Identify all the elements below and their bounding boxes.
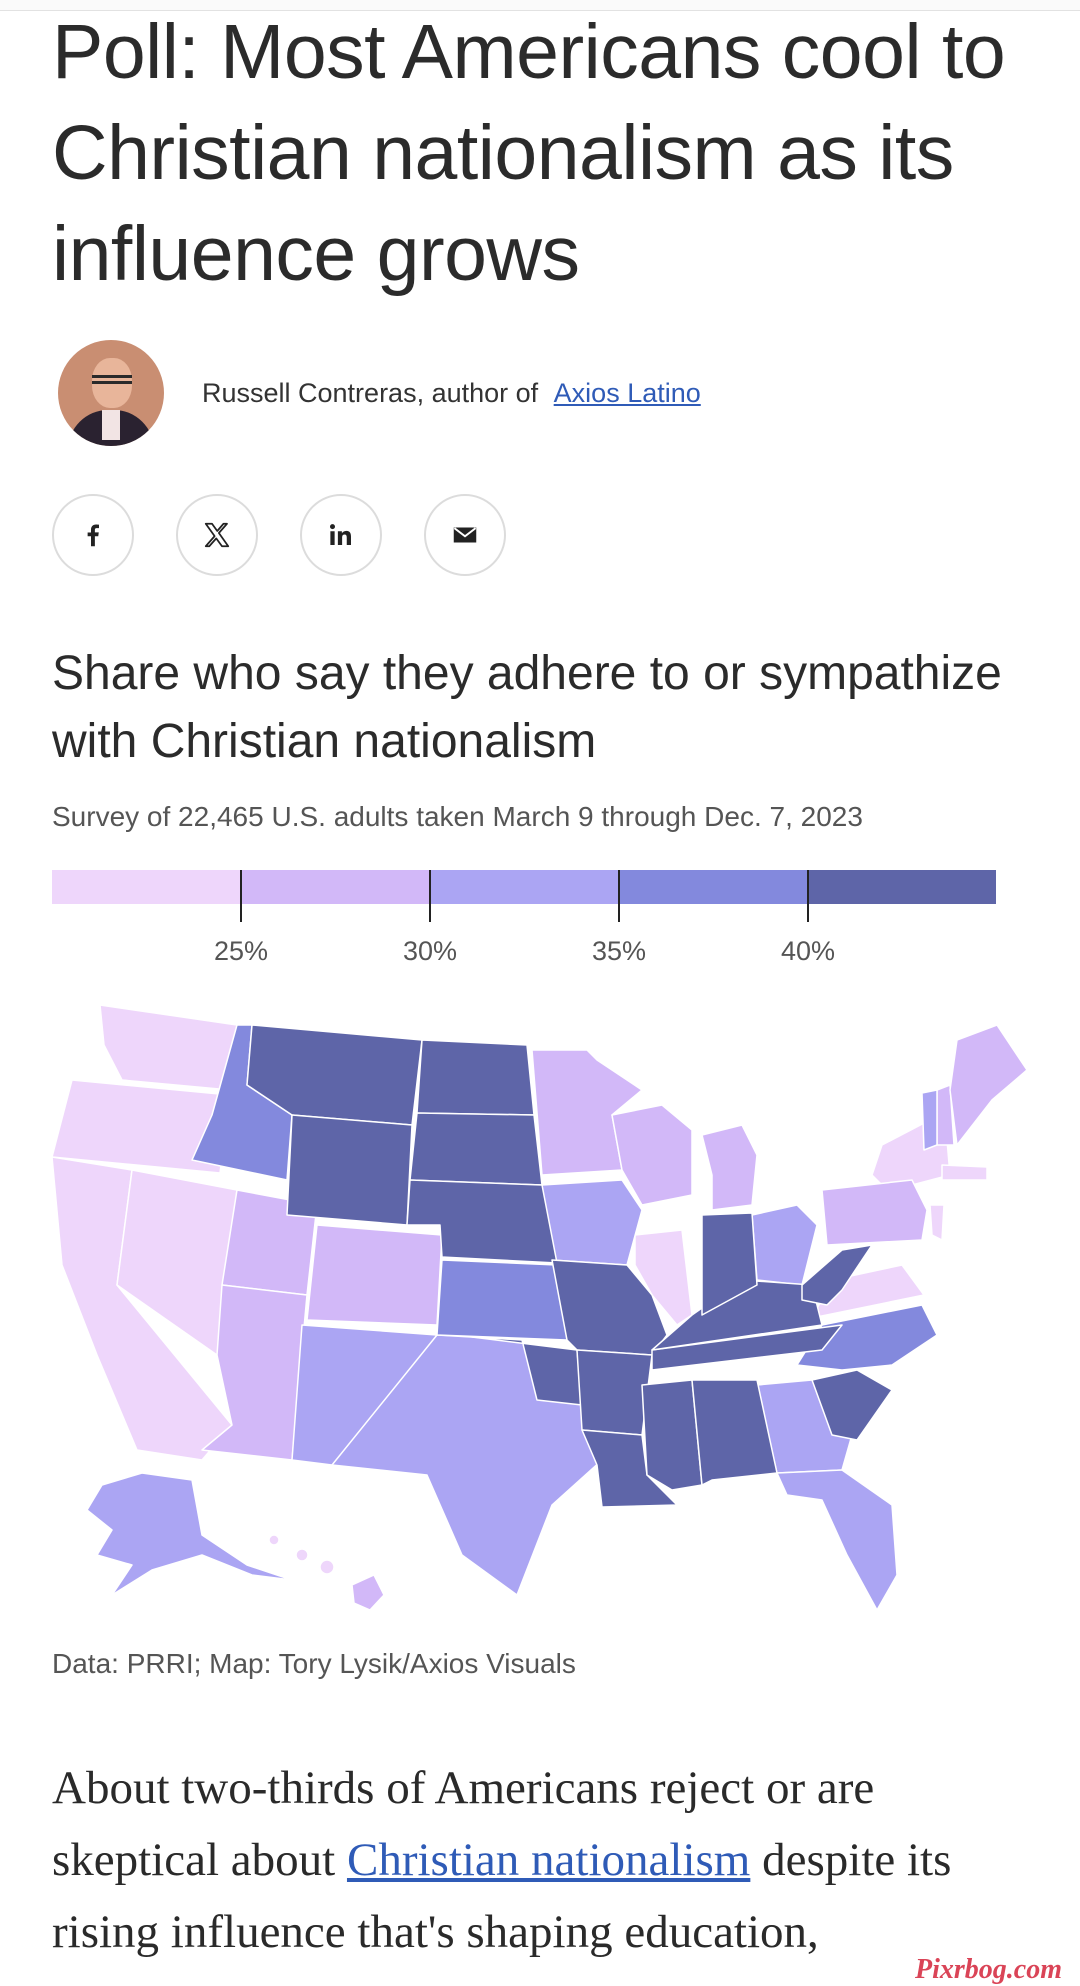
legend-swatch-2 [240,870,430,904]
state-south-carolina [811,1369,893,1441]
state-indiana [701,1212,758,1316]
legend-labels: 25% 30% 35% 40% [52,936,996,972]
state-maine [949,1024,1028,1146]
state-new-jersey [929,1204,945,1241]
state-virginia [811,1264,925,1319]
legend-tick [240,870,242,922]
state-wisconsin [611,1104,693,1206]
state-oregon [52,1079,231,1174]
state-oklahoma [471,1336,583,1406]
state-alaska [86,1472,293,1596]
legend-label: 35% [591,936,647,966]
state-minnesota [531,1049,643,1176]
legend-swatch-5 [807,870,996,904]
state-arizona [201,1284,308,1461]
linkedin-share-button[interactable] [300,494,382,576]
state-kansas [436,1259,568,1341]
state-washington [99,1004,238,1091]
paragraph-text-continued: despite its rising influence that's shap… [52,1834,952,1958]
legend-swatch-4 [618,870,808,904]
state-alabama [691,1379,778,1486]
paragraph-text: About two-thirds of Americans reject or … [52,1762,875,1886]
byline-text: Russell Contreras, author of Axios Latin… [202,378,701,409]
legend-label: 25% [213,936,269,966]
byline-prefix: Russell Contreras, author of [202,377,539,408]
state-wyoming [286,1114,413,1226]
state-colorado [306,1224,443,1326]
article-headline: Poll: Most Americans cool to Christian n… [52,9,1006,297]
state-hawaii-island [295,1548,309,1562]
facebook-icon [87,524,99,547]
legend-label: 30% [402,936,458,966]
legend-tick [429,870,431,922]
email-icon [453,527,477,543]
x-share-button[interactable] [176,494,258,576]
state-mississippi [641,1379,703,1491]
state-louisiana [581,1429,678,1508]
state-pennsylvania [821,1179,928,1246]
facebook-share-button[interactable] [52,494,134,576]
state-tennessee [651,1324,843,1371]
state-iowa [541,1179,643,1266]
us-states-map [52,1004,1028,1611]
chart-title: Share who say they adhere to or sympathi… [52,647,1002,768]
color-legend [52,870,996,922]
state-michigan [701,1124,758,1211]
linkedin-icon [330,524,351,545]
legend-label: 40% [780,936,836,966]
top-edge [0,0,1080,11]
state-west-virginia [801,1244,873,1306]
state-nebraska [406,1179,558,1264]
christian-nationalism-link[interactable]: Christian nationalism [346,1834,751,1886]
legend-tick [807,870,809,922]
state-illinois [634,1229,693,1326]
article-paragraph: About two-thirds of Americans reject or … [52,1752,1042,1968]
legend-swatch-3 [429,870,619,904]
state-hawaii-island [268,1534,280,1546]
author-avatar[interactable] [58,340,164,446]
x-icon [204,522,230,548]
state-north-carolina [796,1304,938,1371]
state-arkansas [576,1349,653,1436]
share-buttons [52,494,506,576]
state-vermont [921,1089,938,1151]
state-ohio [751,1204,818,1286]
byline: Russell Contreras, author of Axios Latin… [58,340,701,446]
chart-subtitle: Survey of 22,465 U.S. adults taken March… [52,801,863,832]
legend-swatch-1 [52,870,241,904]
state-hawaii-island [319,1559,335,1575]
author-newsletter-link[interactable]: Axios Latino [553,377,701,408]
state-north-dakota [416,1039,535,1116]
chart-source: Data: PRRI; Map: Tory Lysik/Axios Visual… [52,1648,576,1679]
watermark: Pixrbog.com [915,1954,1062,1985]
email-share-button[interactable] [424,494,506,576]
legend-tick [618,870,620,922]
state-south-dakota [409,1112,543,1186]
state-massachusetts [941,1164,988,1181]
state-hawaii-big-island [351,1574,385,1611]
state-florida [776,1469,898,1611]
